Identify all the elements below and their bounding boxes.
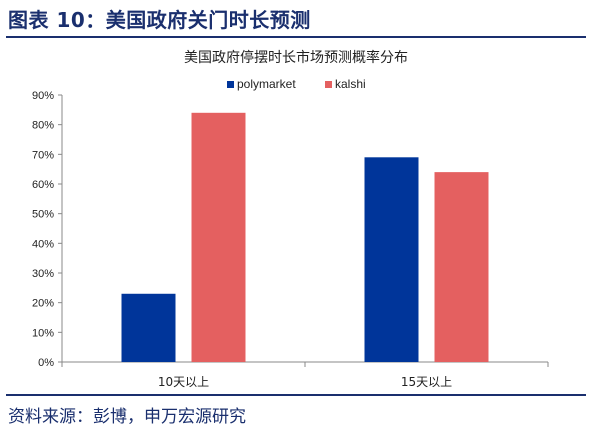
legend-label-kalshi: kalshi (335, 77, 366, 91)
x-axis: 10天以上 15天以上 (61, 361, 549, 389)
y-axis: 0% 10% 20% 30% 40% 50% 60% 70% 80% 90% (32, 90, 63, 369)
legend-label-polymarket: polymarket (237, 77, 296, 91)
y-tick-label: 30% (32, 268, 54, 280)
source-note: 资料来源：彭博，申万宏源研究 (8, 407, 246, 427)
chart-title: 美国政府停摆时长市场预测概率分布 (184, 49, 408, 66)
legend-swatch-polymarket (227, 81, 234, 88)
chart-legend: polymarket kalshi (227, 77, 366, 91)
bar-kalshi (434, 172, 489, 362)
figure-title: 图表 10：美国政府关门时长预测 (8, 8, 311, 32)
legend-swatch-kalshi (325, 81, 332, 88)
y-tick-label: 20% (32, 298, 54, 310)
bar-chart: 美国政府停摆时长市场预测概率分布 polymarket kalshi 0% 10% 2… (32, 49, 549, 389)
y-tick-label: 0% (38, 357, 54, 369)
bar-polymarket (121, 293, 176, 362)
y-tick-label: 10% (32, 327, 54, 339)
y-tick-label: 50% (32, 209, 54, 221)
x-category-label: 15天以上 (401, 375, 452, 389)
y-tick-label: 80% (32, 120, 54, 132)
y-tick-label: 60% (32, 179, 54, 191)
bar-polymarket (364, 157, 419, 362)
y-tick-label: 90% (32, 90, 54, 102)
source-divider (6, 394, 586, 396)
bar-kalshi (191, 112, 246, 362)
title-divider (6, 36, 586, 38)
x-category-label: 10天以上 (158, 375, 209, 389)
y-tick-label: 40% (32, 238, 54, 250)
bar-series (121, 112, 489, 362)
y-tick-label: 70% (32, 149, 54, 161)
